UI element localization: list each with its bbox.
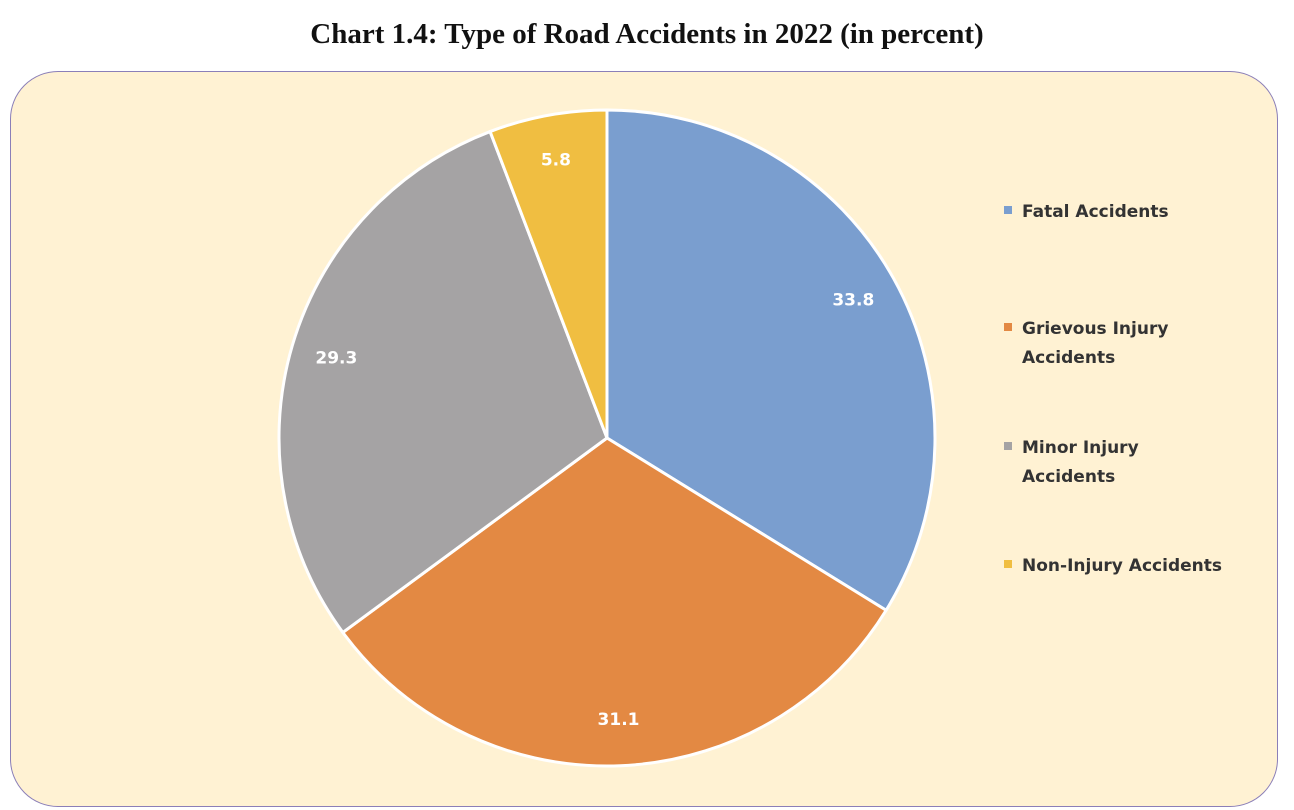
legend-item-non-injury: Non-Injury Accidents bbox=[1004, 552, 1232, 581]
data-label-non-injury: 5.8 bbox=[541, 151, 571, 171]
legend-label-fatal: Fatal Accidents bbox=[1022, 202, 1169, 222]
legend-item-fatal: Fatal Accidents bbox=[1004, 198, 1232, 227]
legend-item-minor: Minor Injury Accidents bbox=[1004, 434, 1162, 492]
pie-slice-non-injury bbox=[488, 108, 609, 440]
chart-title: Chart 1.4: Type of Road Accidents in 202… bbox=[310, 18, 984, 50]
legend-label-non-injury: Non-Injury Accidents bbox=[1022, 556, 1222, 576]
legend-swatch-non-injury bbox=[1004, 560, 1012, 568]
legend-label-grievous: Grievous Injury Accidents bbox=[1022, 319, 1169, 368]
legend-swatch-minor bbox=[1004, 442, 1012, 450]
legend-swatch-fatal bbox=[1004, 206, 1012, 214]
pie-data-labels: 33.8 31.1 29.3 5.8 bbox=[315, 151, 874, 730]
data-label-fatal: 33.8 bbox=[832, 291, 874, 311]
legend-swatch-grievous bbox=[1004, 323, 1012, 331]
pie-slice-grievous bbox=[341, 436, 888, 768]
pie-slice-minor bbox=[277, 130, 609, 634]
pie-slice-fatal bbox=[605, 108, 937, 612]
pie-slices bbox=[277, 108, 937, 768]
legend-label-minor: Minor Injury Accidents bbox=[1022, 438, 1139, 487]
data-label-grievous: 31.1 bbox=[598, 710, 640, 730]
data-label-minor: 29.3 bbox=[315, 348, 357, 368]
legend-item-grievous: Grievous Injury Accidents bbox=[1004, 315, 1182, 373]
